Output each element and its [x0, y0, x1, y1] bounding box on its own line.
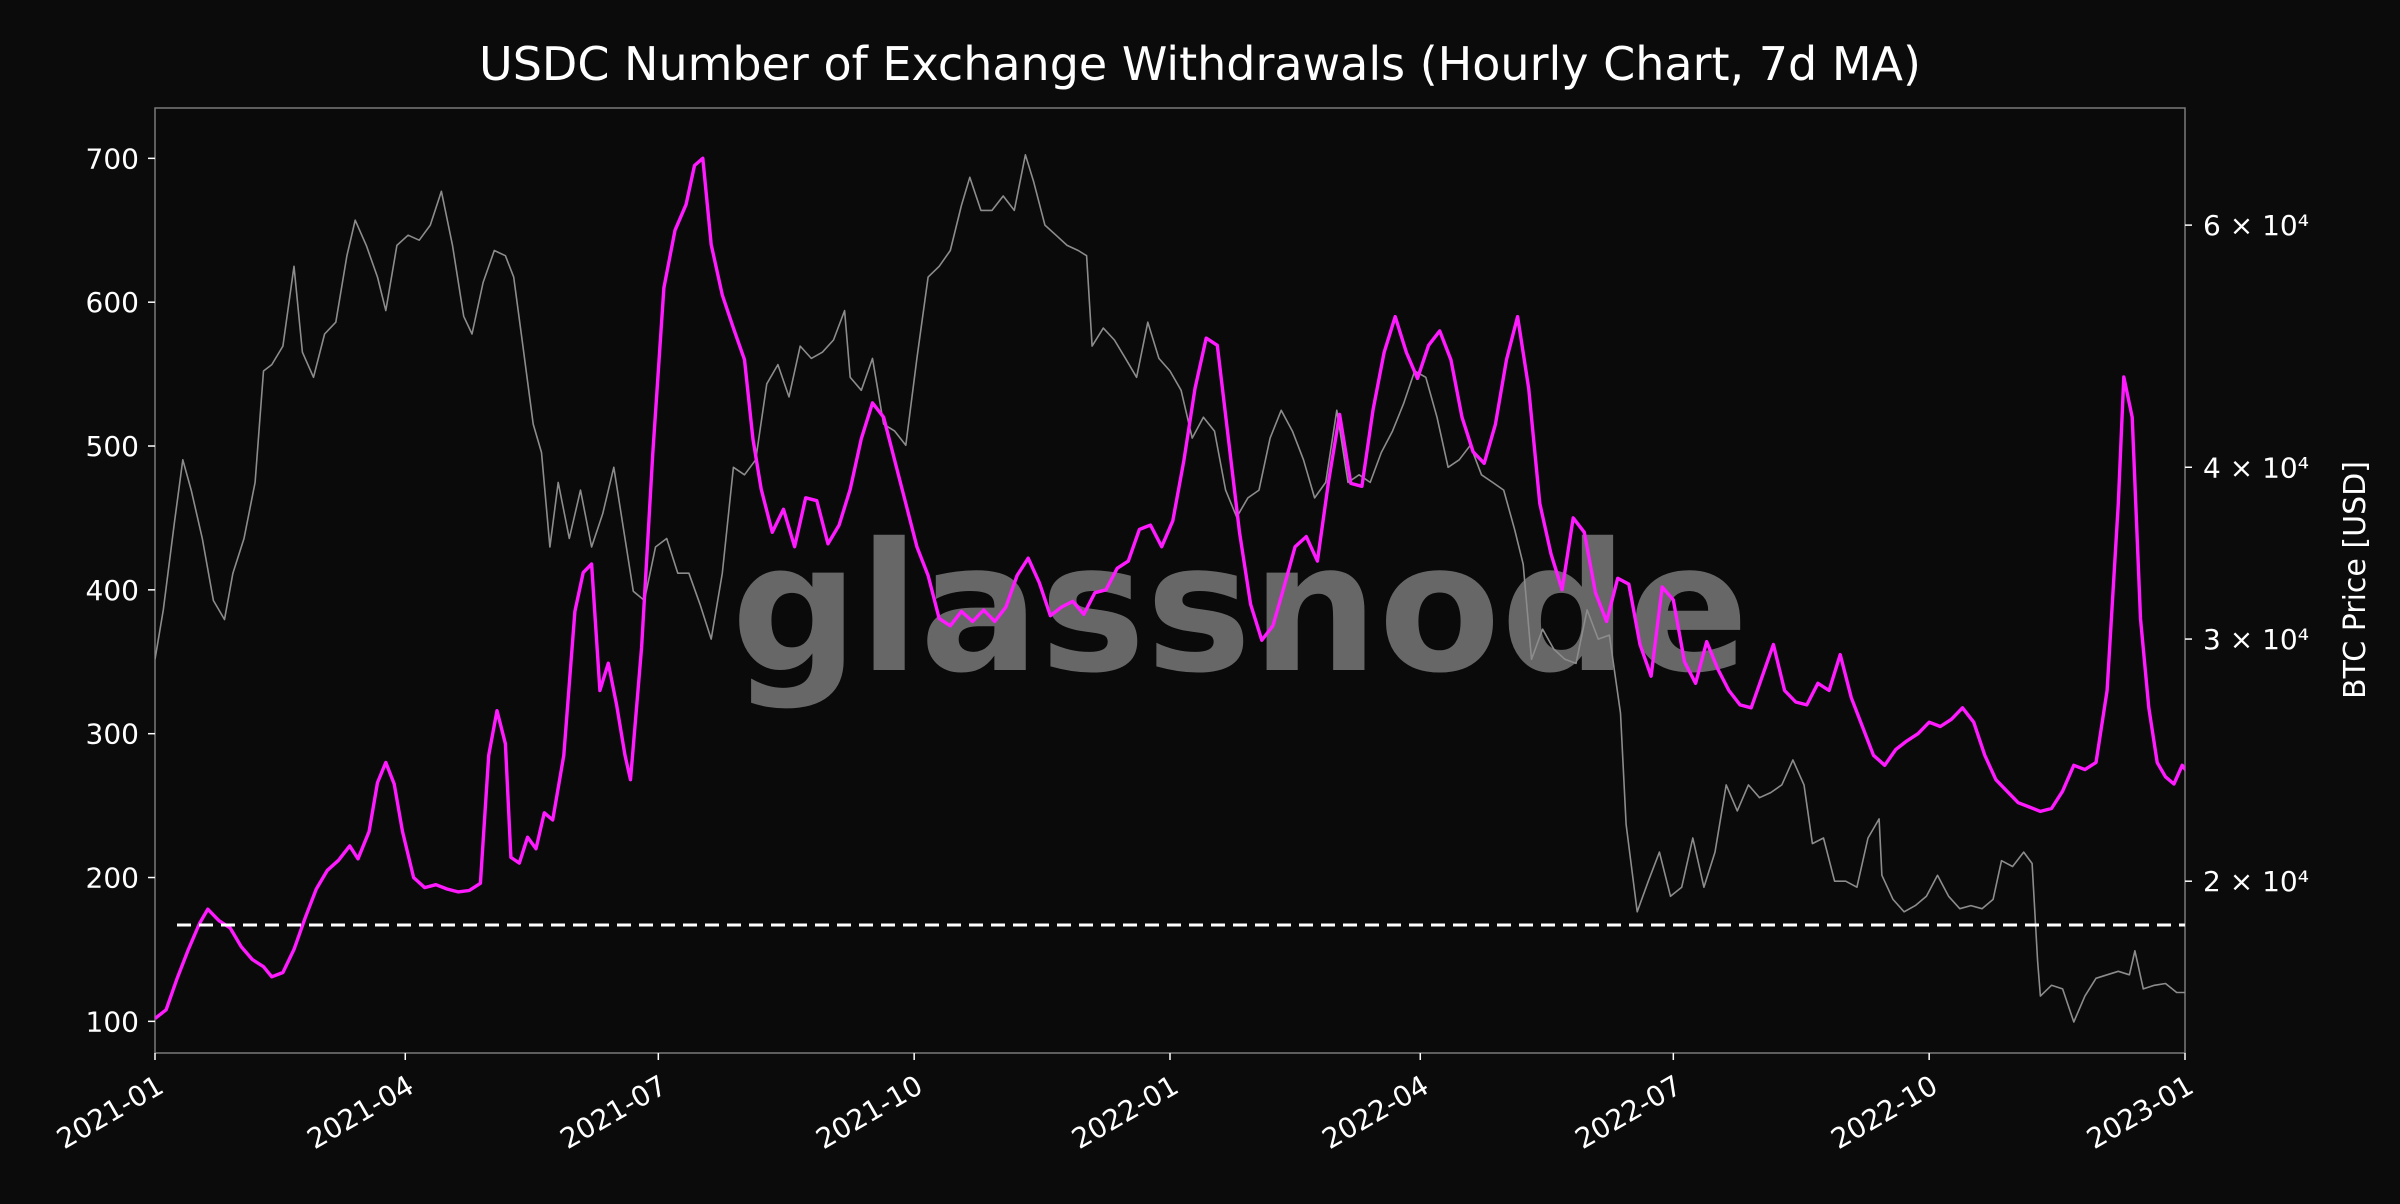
plot-area — [154, 107, 2186, 1054]
series-layer — [155, 154, 2185, 1023]
y-left-tick-label: 600 — [86, 286, 139, 319]
y-left-tick-label: 400 — [86, 574, 139, 607]
y-left-tick-label: 300 — [86, 718, 139, 751]
y-axis-right-label: BTC Price [USD] — [2338, 461, 2373, 699]
y-left-tick-label: 100 — [86, 1005, 139, 1038]
y-left-tick-label: 200 — [86, 862, 139, 895]
y-right-tick-label: 4 × 10⁴ — [2203, 451, 2309, 484]
y-right-tick-label: 6 × 10⁴ — [2203, 209, 2309, 242]
y-left-tick-label: 700 — [86, 142, 139, 175]
y-right-tick-label: 3 × 10⁴ — [2203, 623, 2309, 656]
y-left-tick-label: 500 — [86, 430, 139, 463]
usdc-withdrawals-line — [155, 156, 2185, 1020]
chart-title: USDC Number of Exchange Withdrawals (Hou… — [479, 37, 1921, 91]
btc-price-line — [155, 154, 2185, 1023]
y-axis-left: 100 200 300 400 500 600 700 — [86, 142, 155, 1038]
y-right-tick-label: 2 × 10⁴ — [2203, 865, 2309, 898]
y-axis-right: 2 × 10⁴ 3 × 10⁴ 4 × 10⁴ 6 × 10⁴ — [2185, 209, 2309, 898]
